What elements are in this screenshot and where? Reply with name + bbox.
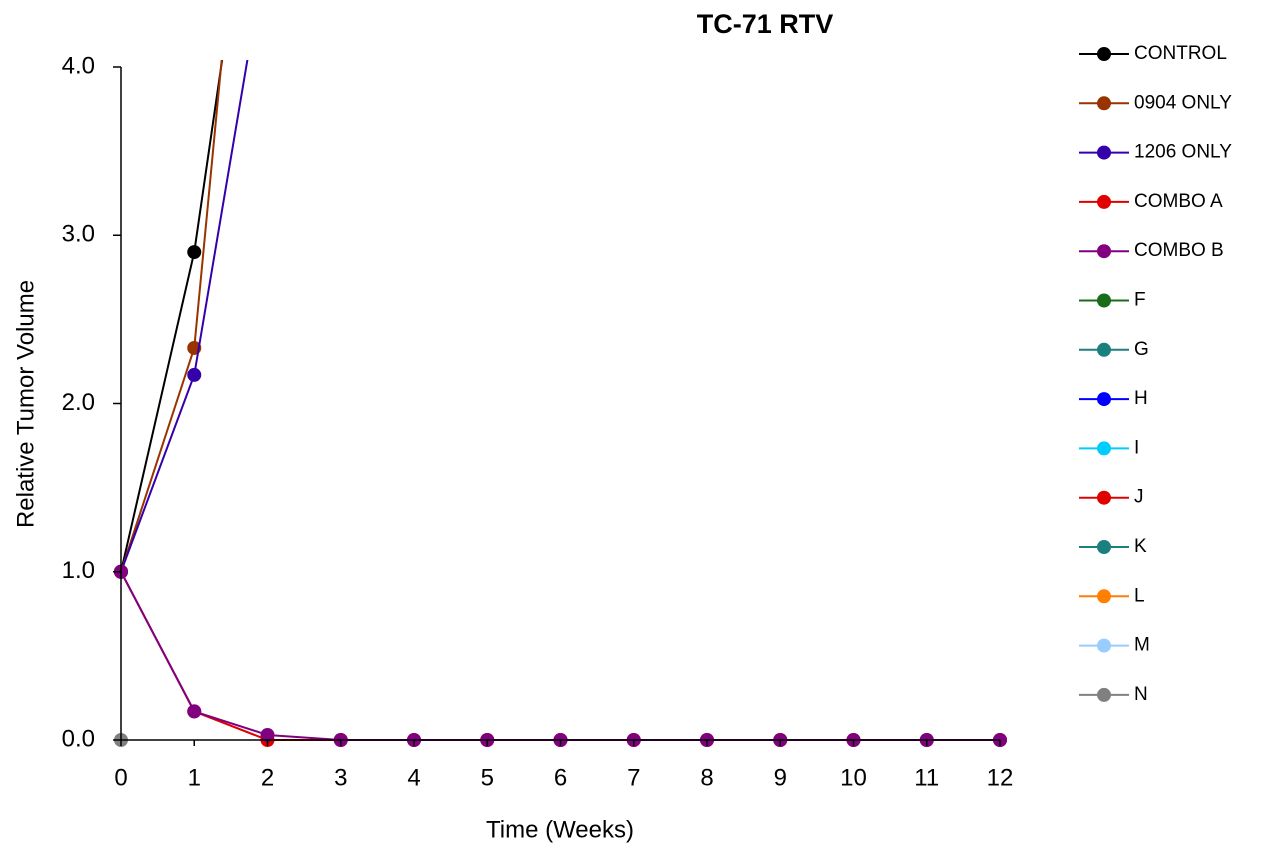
legend-label: COMBO B bbox=[1134, 240, 1224, 261]
legend-marker bbox=[1097, 145, 1111, 160]
legend-label: H bbox=[1134, 388, 1148, 409]
chart-title: TC-71 RTV bbox=[697, 9, 834, 39]
legend-label: F bbox=[1134, 290, 1146, 311]
x-tick-label: 8 bbox=[700, 764, 713, 791]
x-axis-title: Time (Weeks) bbox=[486, 816, 634, 843]
legend-marker bbox=[1097, 47, 1111, 61]
legend-label: N bbox=[1134, 684, 1148, 705]
x-tick-label: 7 bbox=[627, 764, 640, 791]
legend-label: COMBO A bbox=[1134, 191, 1223, 212]
y-tick-label: 3.0 bbox=[62, 221, 95, 248]
y-axis-title: Relative Tumor Volume bbox=[12, 280, 39, 528]
legend-label: M bbox=[1134, 635, 1150, 656]
series-line bbox=[120, 60, 223, 573]
legend-marker bbox=[1097, 638, 1111, 653]
legend-marker bbox=[1097, 293, 1111, 308]
legend-marker bbox=[1097, 589, 1111, 604]
legend-label: J bbox=[1134, 487, 1144, 508]
legend-marker bbox=[1097, 342, 1111, 357]
x-tick-label: 4 bbox=[407, 764, 420, 791]
x-tick-label: 1 bbox=[188, 764, 201, 791]
y-tick-label: 1.0 bbox=[62, 557, 95, 584]
legend-marker bbox=[1097, 540, 1111, 554]
legend-label: 1206 ONLY bbox=[1134, 142, 1232, 163]
y-tick-label: 0.0 bbox=[62, 725, 95, 752]
x-tick-label: 10 bbox=[840, 764, 867, 791]
legend-label: 0904 ONLY bbox=[1134, 92, 1232, 113]
x-tick-label: 6 bbox=[554, 764, 567, 791]
series-line bbox=[120, 60, 224, 572]
series-line bbox=[120, 571, 1000, 741]
y-tick-label: 4.0 bbox=[62, 52, 95, 79]
y-tick-label: 2.0 bbox=[62, 389, 95, 416]
x-tick-label: 0 bbox=[114, 764, 127, 791]
legend-marker bbox=[1097, 490, 1111, 505]
x-tick-label: 5 bbox=[481, 764, 494, 791]
data-point bbox=[260, 727, 275, 742]
data-point bbox=[187, 367, 202, 382]
legend-marker bbox=[1097, 687, 1111, 702]
legend-label: L bbox=[1134, 585, 1145, 606]
legend-marker bbox=[1097, 194, 1111, 209]
legend-label: K bbox=[1134, 536, 1147, 557]
x-tick-label: 3 bbox=[334, 764, 347, 791]
plot-area bbox=[114, 60, 1007, 747]
x-tick-label: 9 bbox=[774, 764, 787, 791]
legend-marker bbox=[1097, 441, 1111, 456]
x-tick-label: 2 bbox=[261, 764, 274, 791]
legend-marker bbox=[1097, 96, 1111, 111]
legend-marker bbox=[1097, 244, 1111, 259]
series-line bbox=[120, 571, 1000, 741]
data-point bbox=[187, 245, 202, 260]
legend-marker bbox=[1097, 392, 1111, 407]
legend-label: I bbox=[1134, 437, 1139, 458]
x-tick-label: 12 bbox=[987, 764, 1014, 791]
legend-label: G bbox=[1134, 339, 1149, 360]
x-tick-label: 11 bbox=[914, 764, 939, 791]
series-line bbox=[120, 60, 249, 573]
data-point bbox=[187, 704, 202, 719]
legend-label: CONTROL bbox=[1134, 43, 1227, 64]
